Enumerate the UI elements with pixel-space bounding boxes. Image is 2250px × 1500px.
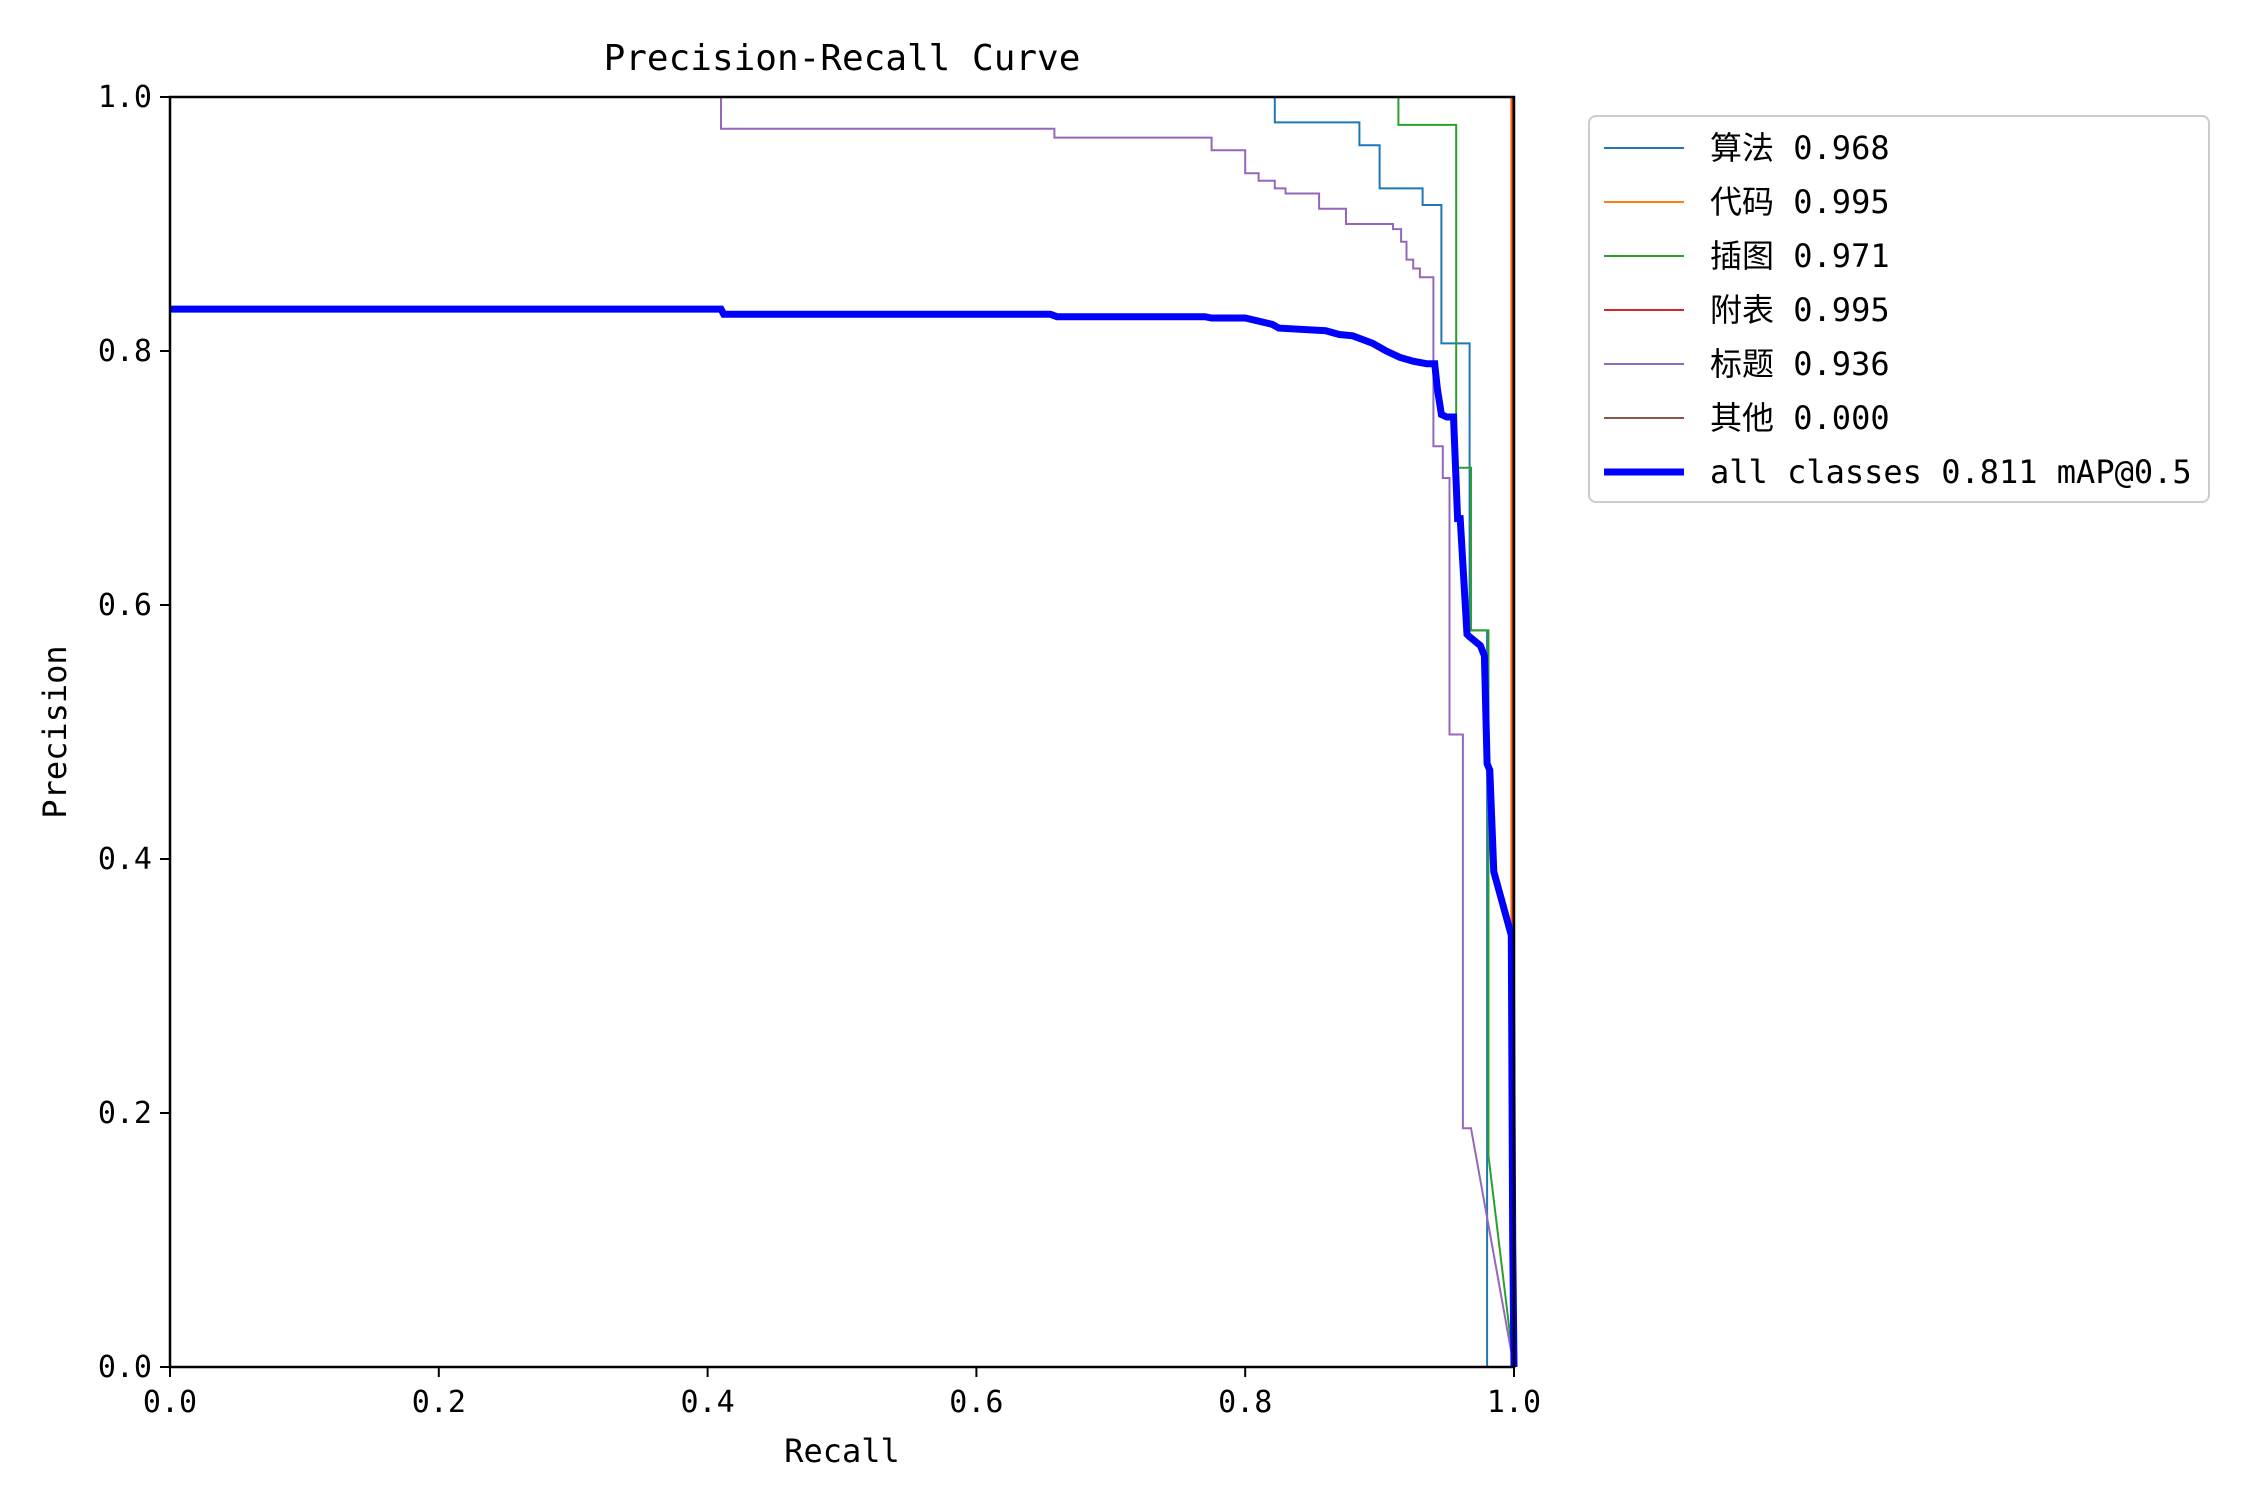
series-line-0	[170, 96, 1514, 1368]
legend-entry-label: 其他 0.000	[1710, 399, 1890, 437]
y-axis-ticks: 0.0 0.2 0.4 0.6 0.8 1.0	[98, 80, 170, 1385]
series-line-1	[170, 96, 1515, 1368]
legend-entry-label: 算法 0.968	[1710, 129, 1890, 167]
series-line-5	[170, 96, 1515, 1367]
legend-entry-label: 标题 0.936	[1710, 345, 1890, 383]
series-line-4	[170, 96, 1515, 1368]
series-line-6	[170, 305, 1518, 1368]
plot-frame	[168, 95, 1516, 1369]
legend-frame	[1588, 115, 2210, 503]
x-tick-label: 0.2	[412, 1385, 466, 1420]
chart-title: Precision-Recall Curve	[604, 38, 1081, 79]
y-axis-label: Precision	[36, 645, 74, 818]
legend-entry-label: all classes 0.811 mAP@0.5	[1710, 453, 2192, 491]
legend-entry-label: 代码 0.995	[1710, 183, 1890, 221]
x-tick-label: 0.0	[143, 1385, 197, 1420]
legend-entry-label: 附表 0.995	[1710, 291, 1890, 329]
y-tick-label: 1.0	[98, 80, 152, 115]
x-tick-label: 0.4	[681, 1385, 735, 1420]
series-line-2	[170, 96, 1515, 1368]
series-layer	[170, 96, 1518, 1368]
x-axis-label: Recall	[784, 1432, 900, 1470]
x-tick-label: 0.6	[949, 1385, 1003, 1420]
legend: 算法 0.968 代码 0.995 插图 0.971 附表 0.995 标题 0.936…	[1588, 115, 2210, 503]
series-line-3	[170, 96, 1515, 1368]
y-tick-label: 0.8	[98, 334, 152, 369]
legend-entry-label: 插图 0.971	[1710, 237, 1890, 275]
y-tick-label: 0.4	[98, 842, 152, 877]
x-axis-ticks: 0.0 0.2 0.4 0.6 0.8 1.0	[143, 1367, 1541, 1420]
x-tick-label: 0.8	[1218, 1385, 1272, 1420]
y-tick-label: 0.2	[98, 1096, 152, 1131]
x-tick-label: 1.0	[1487, 1385, 1541, 1420]
y-tick-label: 0.0	[98, 1350, 152, 1385]
y-tick-label: 0.6	[98, 588, 152, 623]
